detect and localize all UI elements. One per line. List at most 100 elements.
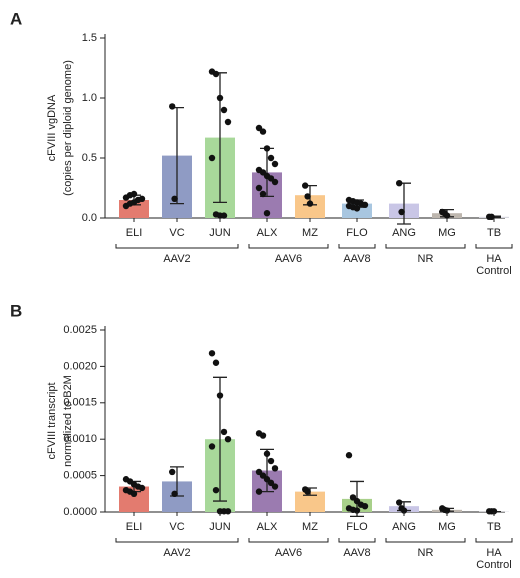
group-bracket (115, 244, 239, 249)
data-point (396, 180, 403, 187)
data-point (306, 200, 314, 207)
data-point (216, 94, 224, 102)
data-point (398, 208, 405, 216)
group-label: AAV8 (343, 547, 370, 559)
group-bracket (385, 538, 466, 543)
y-tick-label: 0.0025 (63, 324, 97, 336)
group-label: AAV8 (343, 253, 370, 265)
y-tick-label: 0.0000 (63, 506, 97, 518)
data-point (255, 184, 263, 192)
x-tick-label: MZ (302, 521, 318, 533)
group-label: AAV6 (275, 253, 302, 265)
x-tick-label: ANG (392, 521, 416, 533)
data-point (443, 212, 451, 219)
x-tick-label: TB (487, 521, 501, 533)
x-tick-label: ELI (126, 227, 143, 239)
data-point (259, 190, 267, 198)
data-point (353, 507, 361, 514)
data-point (263, 145, 271, 152)
group-bracket (475, 538, 513, 543)
data-point (171, 195, 178, 202)
data-point (271, 178, 279, 186)
data-point (304, 193, 311, 200)
x-tick-label: FLO (346, 521, 368, 533)
data-point (263, 450, 271, 457)
y-tick-label: 0.0010 (63, 433, 97, 445)
y-axis-label: normalized to B2M (62, 375, 74, 467)
data-point (169, 103, 176, 110)
data-point (302, 182, 309, 189)
data-point (396, 499, 403, 506)
data-point (361, 201, 369, 208)
data-point (169, 468, 176, 476)
data-point (208, 443, 216, 450)
y-tick-label: 0.0 (82, 212, 97, 224)
x-tick-label: FLO (346, 227, 368, 239)
data-point (216, 392, 224, 399)
x-tick-label: JUN (209, 227, 230, 239)
data-point (171, 490, 178, 497)
bar (295, 491, 325, 512)
group-bracket (248, 538, 329, 543)
data-point (224, 508, 232, 515)
data-point (267, 154, 275, 162)
group-bracket (385, 244, 466, 249)
data-point (212, 70, 220, 78)
data-point (488, 213, 495, 220)
x-tick-label: ANG (392, 227, 416, 239)
data-point (345, 452, 353, 459)
group-bracket (115, 538, 239, 543)
data-point (271, 483, 279, 490)
group-label: HA (486, 547, 502, 559)
y-axis-label: cFVIII transcript (46, 382, 58, 459)
data-point (255, 488, 263, 495)
group-label: HA (486, 253, 502, 265)
data-point (304, 488, 311, 495)
group-label: AAV2 (163, 253, 190, 265)
data-point (220, 212, 228, 219)
data-point (224, 436, 232, 443)
group-label: AAV6 (275, 547, 302, 559)
data-point (220, 428, 228, 436)
data-point (490, 508, 498, 515)
group-label: AAV2 (163, 547, 190, 559)
x-tick-label: MG (438, 227, 456, 239)
y-tick-label: 0.0015 (63, 397, 97, 409)
data-point (271, 160, 279, 168)
x-tick-label: TB (487, 227, 501, 239)
x-tick-label: ALX (257, 521, 278, 533)
data-point (353, 205, 361, 212)
x-tick-label: MZ (302, 227, 318, 239)
group-label: Control (476, 265, 511, 277)
panel-label: B (10, 301, 22, 320)
y-tick-label: 1.0 (82, 92, 97, 104)
data-point (208, 154, 216, 162)
data-point (212, 486, 220, 494)
y-tick-label: 1.5 (82, 32, 97, 44)
y-axis-label: (copies per diploid genome) (62, 60, 74, 196)
group-label: NR (418, 253, 434, 265)
x-tick-label: ALX (257, 227, 278, 239)
data-point (263, 210, 271, 217)
data-point (443, 507, 451, 514)
data-point (224, 118, 232, 126)
y-tick-label: 0.5 (82, 152, 97, 164)
data-point (130, 190, 138, 198)
data-point (267, 457, 275, 465)
x-tick-label: VC (169, 521, 184, 533)
x-tick-label: VC (169, 227, 184, 239)
data-point (259, 128, 267, 135)
data-point (400, 507, 408, 514)
x-tick-label: MG (438, 521, 456, 533)
data-point (138, 484, 146, 492)
y-axis-label: cFVIII vgDNA (46, 94, 58, 161)
group-label: Control (476, 559, 511, 571)
group-label: NR (418, 547, 434, 559)
data-point (361, 502, 369, 510)
data-point (212, 359, 220, 366)
data-point (208, 350, 216, 357)
panel-label: A (10, 9, 22, 28)
data-point (130, 490, 138, 497)
data-point (220, 106, 228, 114)
